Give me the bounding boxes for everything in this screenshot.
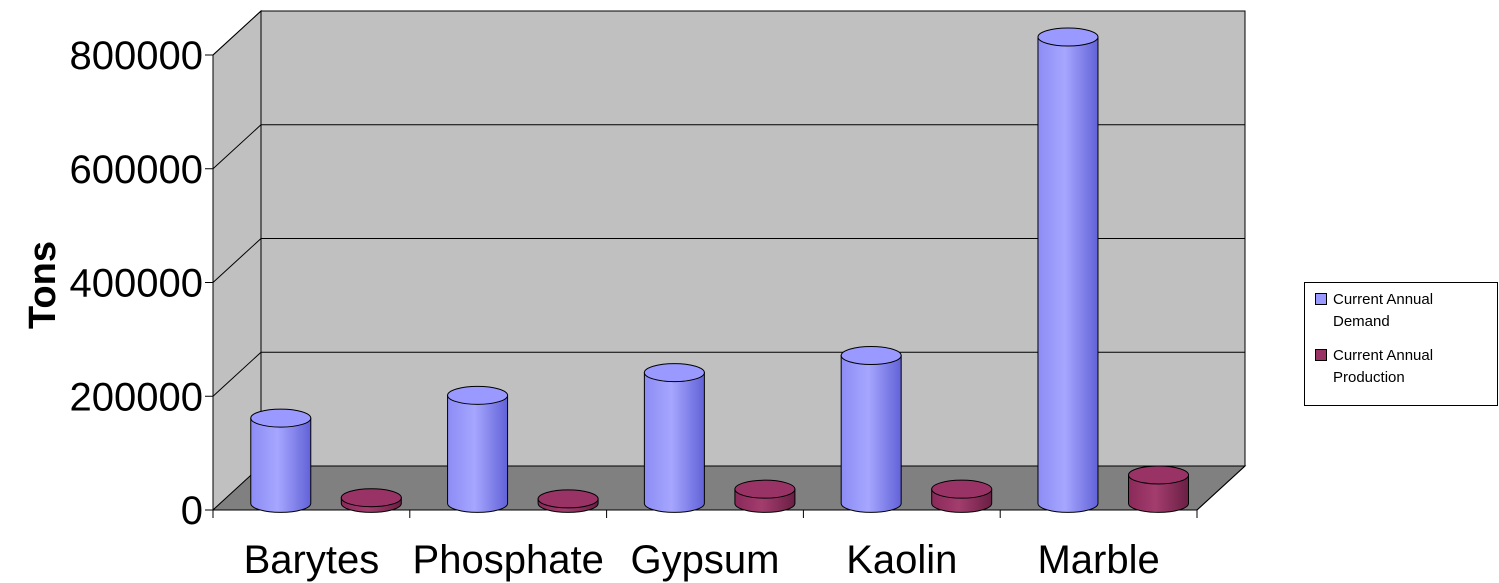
legend-swatch-demand bbox=[1315, 293, 1327, 305]
y-tick-label: 800000 bbox=[70, 34, 203, 78]
bar-production-phosphate bbox=[537, 489, 599, 513]
y-tick-label: 600000 bbox=[70, 148, 203, 192]
legend-item-demand: Current Annual Demand bbox=[1315, 289, 1495, 333]
bar-top bbox=[734, 479, 796, 499]
bar-body bbox=[840, 355, 902, 513]
bar-demand-barytes bbox=[250, 408, 312, 513]
y-tick-labels: 0 200000 400000 600000 800000 bbox=[70, 34, 203, 533]
y-tick-label: 400000 bbox=[70, 262, 203, 306]
bar-top bbox=[840, 346, 902, 366]
bar-demand-gypsum bbox=[643, 363, 705, 513]
y-tick-label: 0 bbox=[181, 489, 203, 533]
gridline bbox=[212, 124, 1245, 170]
bar-body bbox=[447, 394, 509, 513]
bar-demand-marble bbox=[1037, 27, 1099, 513]
bar-production-marble bbox=[1128, 465, 1190, 513]
bar-body bbox=[643, 372, 705, 513]
x-tick-label: Kaolin bbox=[846, 538, 957, 582]
gridline bbox=[212, 238, 1245, 283]
bar-production-kaolin bbox=[931, 479, 993, 513]
bar-body bbox=[250, 417, 312, 513]
bar-top bbox=[1128, 465, 1190, 485]
bar-top bbox=[1037, 27, 1099, 47]
gridlines bbox=[212, 10, 1245, 397]
bars bbox=[250, 27, 1190, 513]
y-axis-label: Tons bbox=[22, 241, 64, 329]
gridline bbox=[212, 351, 1245, 397]
bar-demand-phosphate bbox=[447, 385, 509, 513]
x-tick-label: Barytes bbox=[244, 538, 380, 582]
gridline bbox=[212, 10, 1245, 56]
y-tick-label: 200000 bbox=[70, 375, 203, 419]
bar-top bbox=[250, 408, 312, 428]
bar-top bbox=[643, 363, 705, 383]
x-tick-label: Gypsum bbox=[631, 538, 780, 582]
bar-production-barytes bbox=[340, 488, 402, 513]
bar-top bbox=[340, 488, 402, 508]
bar-demand-kaolin bbox=[840, 346, 902, 513]
legend-label-demand: Current Annual Demand bbox=[1333, 291, 1434, 330]
legend: Current Annual Demand Current Annual Pro… bbox=[1304, 282, 1498, 406]
x-tick-labels: Barytes Phosphate Gypsum Kaolin Marble bbox=[244, 538, 1160, 582]
x-tick-label: Phosphate bbox=[413, 538, 604, 582]
legend-item-production: Current Annual Production bbox=[1315, 345, 1495, 389]
bar-top bbox=[931, 479, 993, 499]
bar-body bbox=[1128, 474, 1189, 513]
bar-top bbox=[447, 385, 509, 405]
x-tick-label: Marble bbox=[1037, 538, 1159, 582]
bar-top bbox=[537, 489, 599, 509]
legend-label-production: Current Annual Production bbox=[1333, 347, 1434, 386]
floor-edge bbox=[1196, 465, 1246, 511]
bar-body bbox=[1037, 36, 1099, 513]
legend-swatch-production bbox=[1315, 349, 1327, 361]
bar-production-gypsum bbox=[734, 479, 796, 513]
